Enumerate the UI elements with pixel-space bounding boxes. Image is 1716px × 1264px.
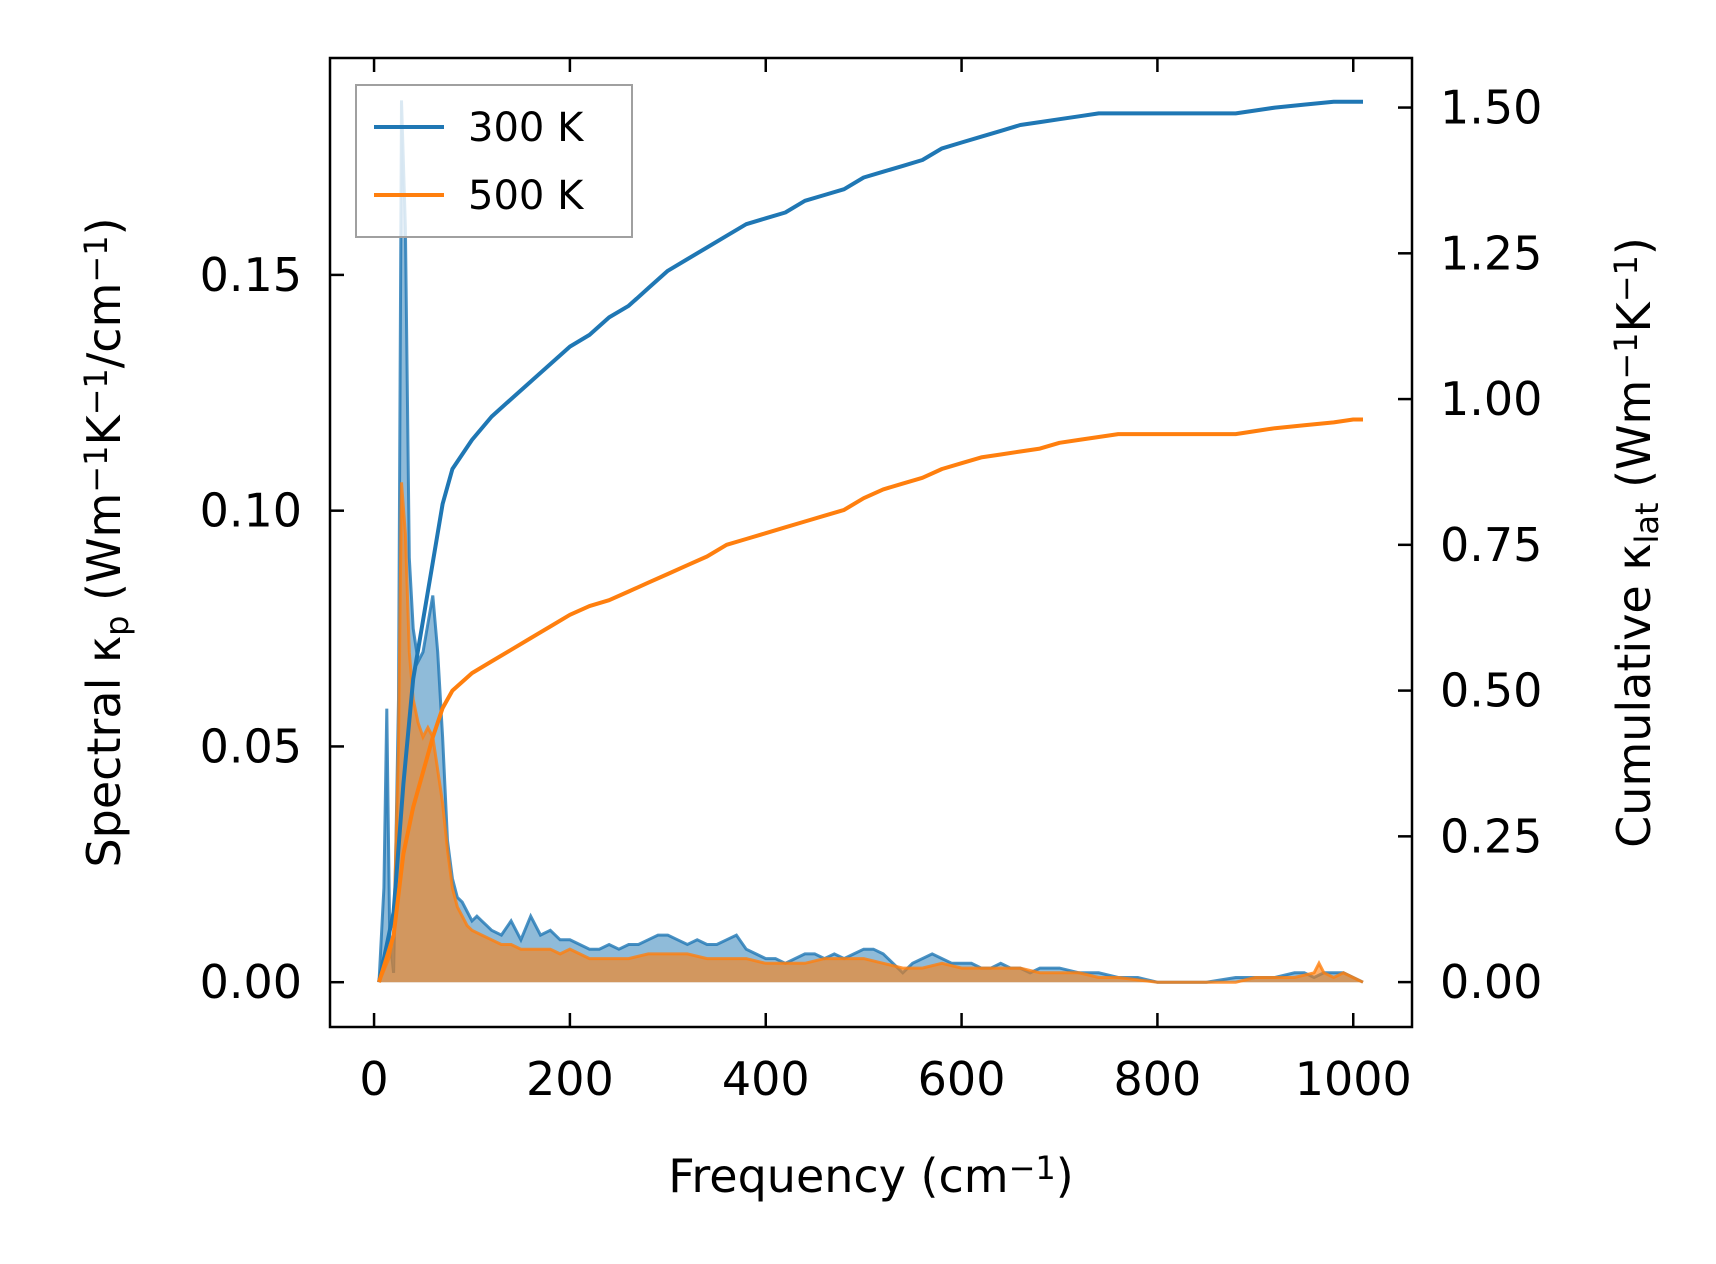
axis-tick-labels: 0 200 400 600 800 1000 0.00 0.05 0.10 0.15 0.00 0.2… [200, 81, 1543, 1106]
title-text: K [1607, 300, 1661, 332]
cumulative-line-0 [377, 99, 1363, 983]
subscript: lat [1628, 503, 1666, 544]
y-left-tick-label: 0.05 [200, 719, 302, 773]
title-text: ) [77, 217, 131, 235]
subscript: p [98, 616, 136, 636]
title-text: ) [1607, 237, 1661, 255]
title-text: /cm [77, 283, 131, 369]
y-left-axis-title: Spectral κp (Wm−1K−1/cm−1) [77, 217, 136, 867]
title-text: Spectral κ [77, 636, 131, 868]
plot-frame [328, 56, 1414, 1029]
x-tick-label: 1000 [1295, 1052, 1412, 1106]
x-tick-label: 600 [918, 1052, 1006, 1106]
legend-label: 500 K [468, 173, 585, 219]
title-text: Frequency (cm [668, 1149, 1008, 1203]
superscript: −1 [77, 446, 115, 493]
superscript: −1 [1607, 255, 1645, 302]
axis-ticks [330, 58, 1412, 1027]
legend-box [355, 84, 633, 238]
superscript: −1 [77, 235, 115, 282]
y-right-tick-label: 0.50 [1440, 664, 1542, 718]
y-right-tick-label: 0.75 [1440, 518, 1542, 572]
legend: 300 K 500 K [355, 84, 633, 238]
y-right-tick-label: 0.25 [1440, 809, 1542, 863]
y-right-tick-label: 1.00 [1440, 372, 1542, 426]
y-right-tick-label: 1.50 [1440, 81, 1542, 135]
title-text: K [77, 414, 131, 446]
title-text: Cumulative κ [1607, 544, 1661, 848]
title-text: ) [1056, 1149, 1074, 1203]
y-left-tick-label: 0.15 [200, 248, 302, 302]
y-left-tick-label: 0.00 [200, 955, 302, 1009]
title-text: (Wm [1607, 380, 1661, 503]
spectral-line-1 [377, 482, 1364, 984]
y-right-tick-label: 1.25 [1440, 226, 1542, 280]
x-tick-label: 200 [526, 1052, 614, 1106]
x-tick-label: 0 [359, 1052, 388, 1106]
superscript: −1 [1009, 1149, 1056, 1187]
x-tick-label: 800 [1114, 1052, 1202, 1106]
axis-titles: Frequency (cm−1)Spectral κp (Wm−1K−1/cm−… [77, 217, 1666, 1203]
y-right-tick-label: 0.00 [1440, 955, 1542, 1009]
title-text: (Wm [77, 493, 131, 616]
cumulative-line-1 [377, 417, 1363, 983]
series-lines [377, 99, 1363, 983]
y-right-axis-title: Cumulative κlat (Wm−1K−1) [1607, 237, 1666, 848]
x-axis-title: Frequency (cm−1) [668, 1149, 1073, 1203]
spectral-fills [377, 100, 1364, 984]
superscript: −1 [1607, 332, 1645, 379]
superscript: −1 [77, 368, 115, 415]
x-tick-label: 400 [722, 1052, 810, 1106]
y-left-tick-label: 0.10 [200, 484, 302, 538]
legend-label: 300 K [468, 105, 585, 151]
